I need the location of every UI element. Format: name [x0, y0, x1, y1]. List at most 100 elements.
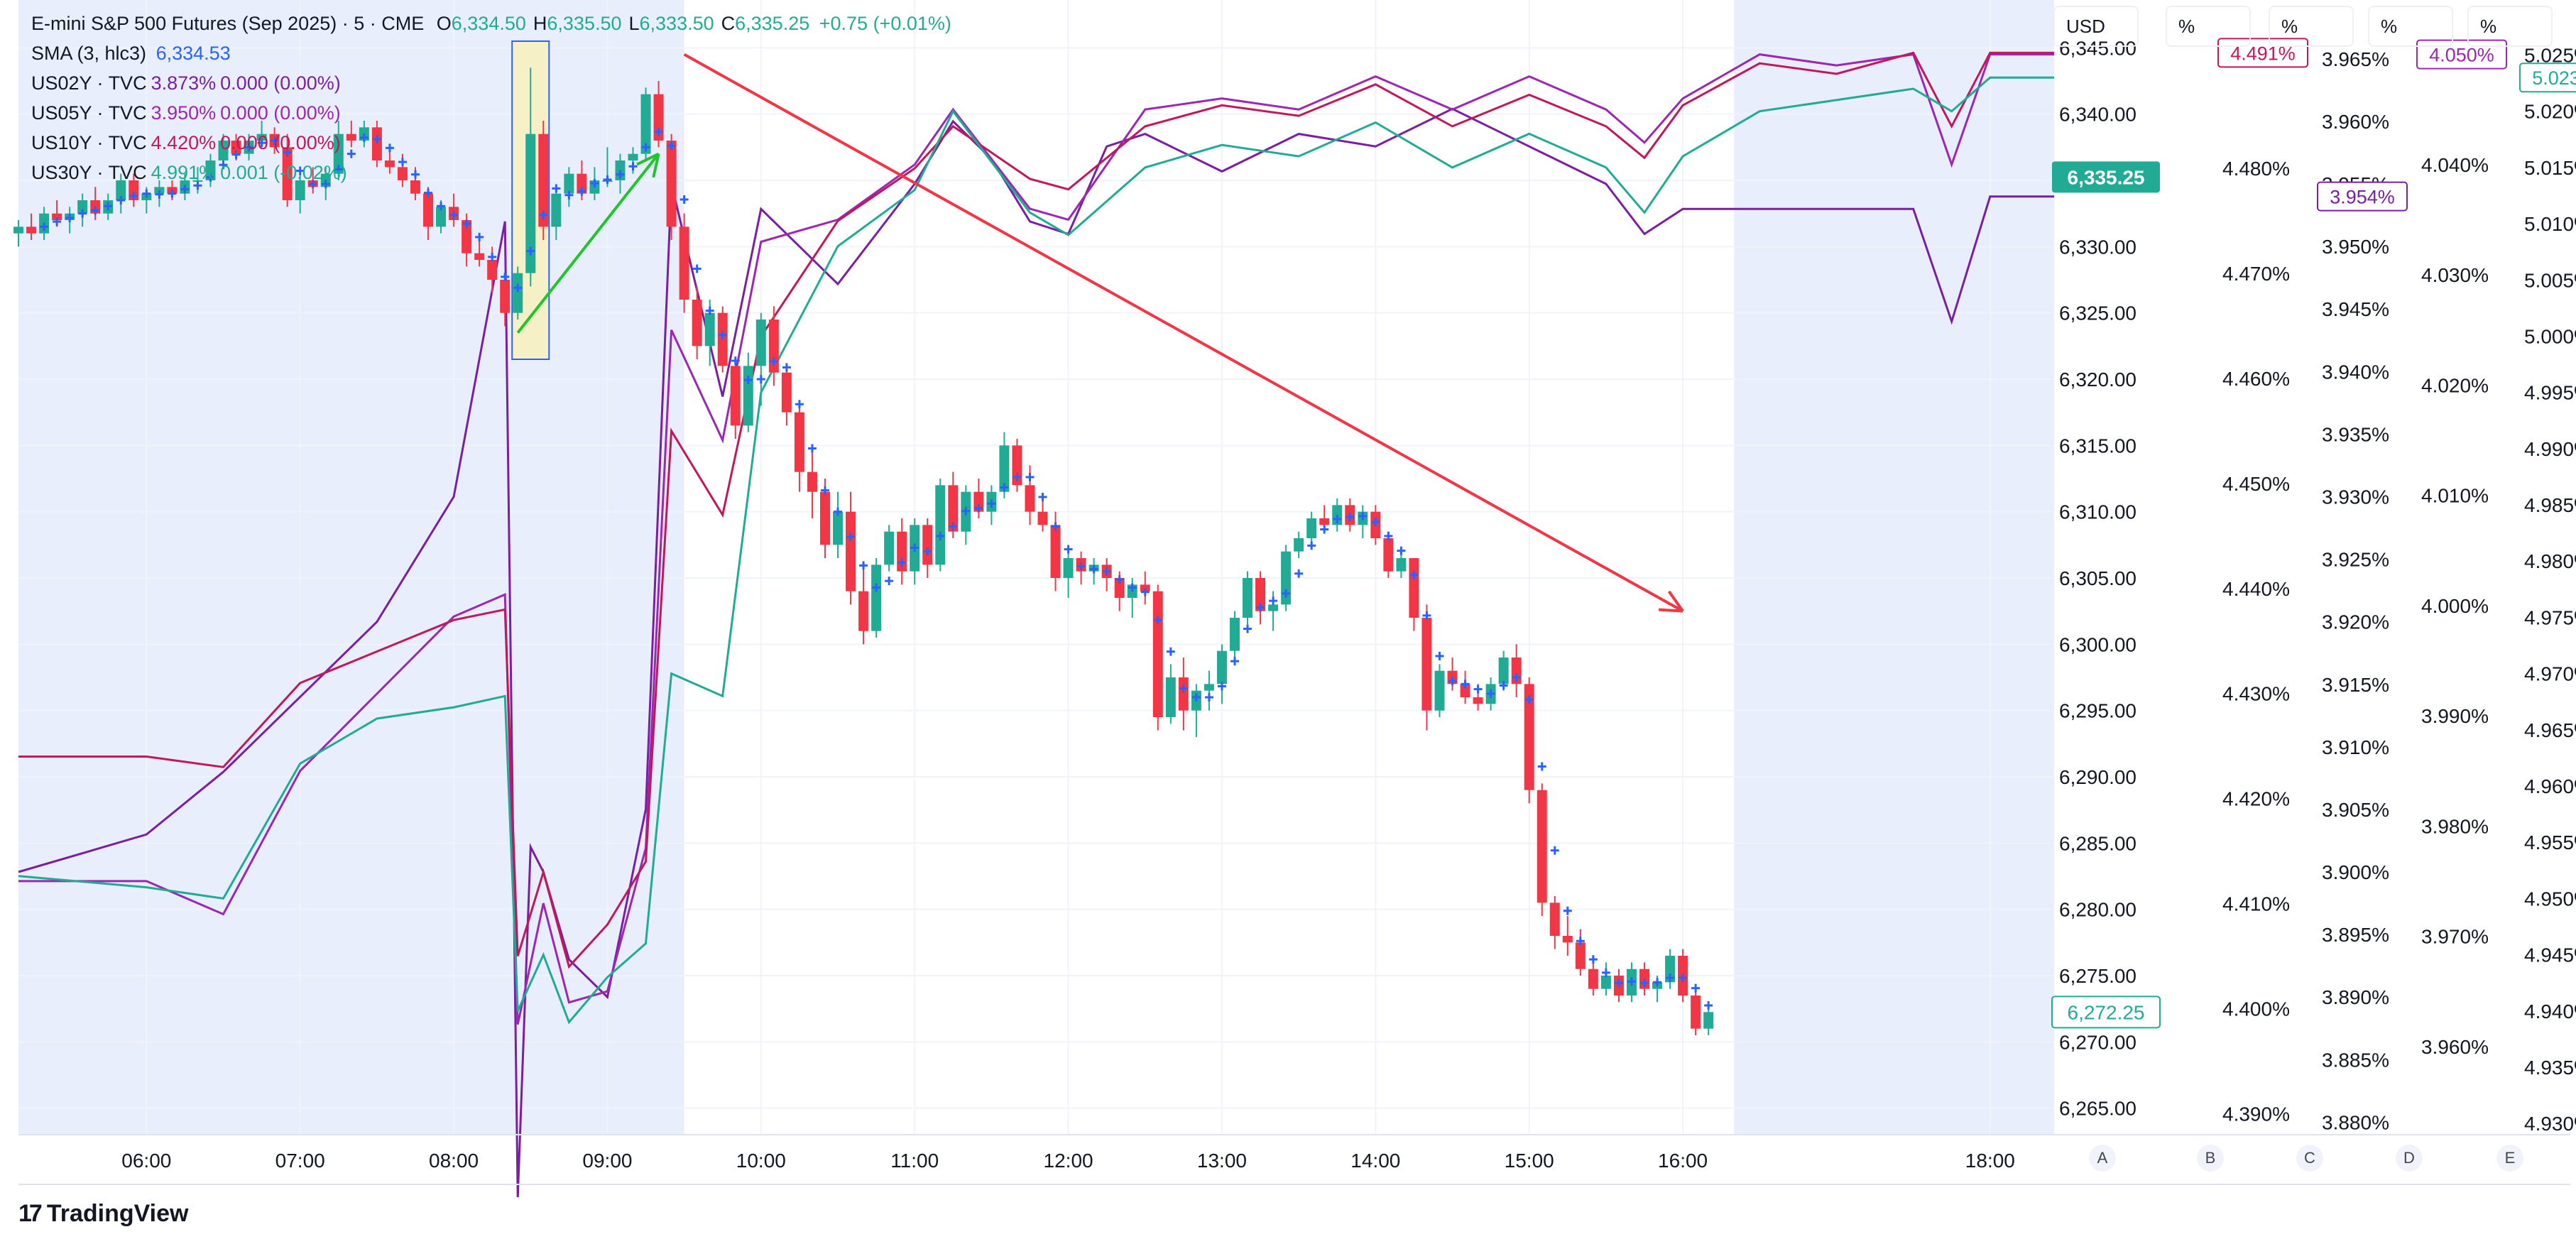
candle[interactable]	[1549, 896, 1560, 949]
trend-arrow[interactable]	[683, 53, 1684, 613]
axis-scale-label-e[interactable]: E	[2496, 1145, 2523, 1172]
candle-body	[77, 200, 88, 214]
pct-tick-label-e: 5.015%	[2524, 157, 2576, 179]
pct-tick-label-b: 4.460%	[2222, 368, 2290, 390]
candle[interactable]	[1447, 658, 1458, 691]
candle[interactable]	[755, 312, 766, 406]
candle[interactable]	[846, 491, 856, 605]
legend-series-row[interactable]: US05Y · TVC 3.950% 0.000 (0.00%)	[31, 98, 951, 128]
candle[interactable]	[679, 213, 689, 313]
candle[interactable]	[500, 273, 511, 327]
legend-series-row[interactable]: US02Y · TVC 3.873% 0.000 (0.00%)	[31, 68, 951, 98]
legend-series-row[interactable]: US10Y · TVC 4.420% 0.000 (0.00%)	[31, 128, 951, 158]
candle[interactable]	[743, 352, 753, 432]
legend-series-row[interactable]: US30Y · TVC 4.991% 0.001 (-0.02%)	[31, 158, 951, 187]
axis-scale-label-b[interactable]: B	[2197, 1145, 2224, 1172]
candle[interactable]	[13, 220, 23, 247]
candle[interactable]	[1255, 571, 1266, 625]
candle[interactable]	[513, 266, 523, 320]
yield-line-us02y[interactable]	[18, 107, 2054, 1198]
yield-line-us05y[interactable]	[18, 53, 2054, 1025]
yield-flag[interactable]: 3.954%	[2317, 181, 2408, 212]
candle[interactable]	[1562, 916, 1573, 956]
candle[interactable]	[807, 452, 817, 518]
yield-flag[interactable]: 4.050%	[2416, 39, 2507, 70]
candle[interactable]	[666, 133, 677, 240]
candle[interactable]	[282, 133, 293, 207]
candle[interactable]	[1294, 531, 1304, 558]
candle[interactable]	[116, 173, 126, 214]
candle[interactable]	[1152, 584, 1163, 731]
candle[interactable]	[1063, 551, 1074, 598]
candle[interactable]	[295, 173, 305, 214]
yield-line-us10y[interactable]	[18, 51, 2054, 969]
candle[interactable]	[1421, 604, 1432, 731]
candle[interactable]	[833, 491, 844, 558]
legend-sma-row[interactable]: SMA (3, hlc3) 6,334.53	[31, 38, 951, 68]
candle[interactable]	[1243, 571, 1253, 625]
candle[interactable]	[1012, 439, 1022, 492]
candle[interactable]	[1306, 511, 1317, 545]
candle[interactable]	[1665, 949, 1676, 989]
candle[interactable]	[1165, 664, 1176, 724]
candle[interactable]	[1191, 684, 1201, 737]
candle[interactable]	[1600, 962, 1611, 996]
candle[interactable]	[781, 366, 792, 426]
yield-flag[interactable]: 5.023%	[2519, 62, 2576, 93]
price-flag[interactable]: 6,335.25	[2052, 161, 2160, 193]
candle[interactable]	[768, 306, 779, 386]
candle[interactable]	[1204, 670, 1214, 711]
symbol-title[interactable]: E-mini S&P 500 Futures (Sep 2025) · 5 · …	[31, 13, 425, 34]
candle[interactable]	[692, 286, 702, 359]
candle[interactable]	[564, 167, 574, 207]
candle[interactable]	[346, 121, 356, 148]
candle[interactable]	[1511, 644, 1522, 697]
candle[interactable]	[1281, 545, 1292, 611]
candle[interactable]	[26, 213, 37, 240]
candle-body	[52, 213, 62, 220]
sma-point	[437, 202, 446, 211]
usd-axis-header[interactable]: USD	[2053, 6, 2139, 47]
axis-scale-label-c[interactable]: C	[2296, 1145, 2323, 1172]
candle[interactable]	[935, 479, 946, 572]
candle[interactable]	[1229, 611, 1240, 658]
candle[interactable]	[1588, 962, 1598, 996]
sma-point	[424, 188, 433, 197]
arrow-head-right	[1667, 590, 1684, 612]
sma-point	[91, 206, 100, 215]
candle[interactable]	[897, 518, 907, 585]
candle[interactable]	[1216, 644, 1227, 704]
candle[interactable]	[871, 558, 882, 638]
candle[interactable]	[538, 121, 549, 240]
price-flag[interactable]: 6,272.25	[2051, 996, 2161, 1029]
candle[interactable]	[858, 564, 869, 645]
axis-scale-label-a[interactable]: A	[2089, 1145, 2116, 1172]
pct-axis-header[interactable]: %	[2166, 6, 2251, 47]
pct-axis-header[interactable]: %	[2368, 6, 2453, 47]
candle[interactable]	[1396, 551, 1407, 578]
candle[interactable]	[371, 121, 382, 168]
candle[interactable]	[1409, 558, 1419, 631]
candle[interactable]	[653, 81, 664, 148]
candle[interactable]	[1434, 664, 1445, 717]
candle[interactable]	[717, 306, 728, 373]
candle[interactable]	[1575, 929, 1586, 976]
axis-scale-label-d[interactable]: D	[2396, 1145, 2423, 1172]
candle[interactable]	[794, 405, 804, 492]
candle[interactable]	[730, 359, 741, 439]
candle[interactable]	[551, 187, 562, 240]
candle[interactable]	[1691, 988, 1701, 1035]
candle[interactable]	[1178, 658, 1189, 731]
candle[interactable]	[1358, 505, 1368, 538]
candle[interactable]	[1537, 783, 1547, 916]
pct-axis-header[interactable]: %	[2269, 6, 2354, 47]
candle[interactable]	[884, 525, 895, 572]
trend-arrow[interactable]	[516, 152, 660, 334]
candle[interactable]	[1037, 498, 1048, 532]
pct-axis-header[interactable]: %	[2467, 6, 2553, 47]
tradingview-brand[interactable]: 17 TradingView	[18, 1200, 188, 1228]
candle-body	[333, 133, 344, 174]
yield-line-us30y[interactable]	[18, 76, 2054, 1025]
